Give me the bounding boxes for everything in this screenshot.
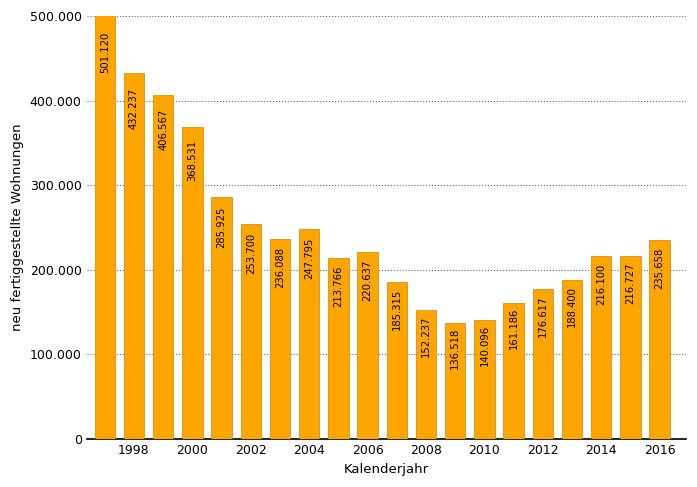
Bar — [562, 280, 582, 439]
Text: 236.088: 236.088 — [275, 247, 285, 288]
Bar — [474, 320, 495, 439]
X-axis label: Kalenderjahr: Kalenderjahr — [344, 463, 429, 476]
Bar — [415, 310, 436, 439]
Bar — [182, 127, 203, 439]
Bar — [503, 302, 524, 439]
Text: 501.120: 501.120 — [100, 32, 109, 74]
Bar — [299, 229, 319, 439]
Text: 136.518: 136.518 — [450, 328, 460, 369]
Bar — [650, 240, 670, 439]
Text: 140.096: 140.096 — [480, 325, 489, 366]
Text: 406.567: 406.567 — [158, 109, 168, 150]
Text: 185.315: 185.315 — [392, 288, 401, 330]
Text: 220.637: 220.637 — [362, 260, 373, 301]
Bar — [153, 95, 174, 439]
Text: 235.658: 235.658 — [654, 247, 665, 289]
Text: 216.727: 216.727 — [625, 263, 636, 304]
Bar — [387, 282, 407, 439]
Bar — [211, 197, 232, 439]
Text: 247.795: 247.795 — [304, 238, 314, 279]
Bar — [620, 256, 641, 439]
Bar — [124, 74, 144, 439]
Text: 285.925: 285.925 — [217, 207, 227, 248]
Text: 188.400: 188.400 — [567, 286, 577, 327]
Bar — [358, 252, 378, 439]
Bar — [95, 15, 115, 439]
Text: 152.237: 152.237 — [421, 315, 431, 356]
Bar — [270, 239, 290, 439]
Bar — [328, 258, 348, 439]
Text: 213.766: 213.766 — [333, 265, 344, 307]
Bar — [591, 256, 611, 439]
Text: 216.100: 216.100 — [596, 263, 606, 305]
Text: 161.186: 161.186 — [509, 308, 519, 349]
Bar — [445, 323, 466, 439]
Y-axis label: neu fertiggestellte Wohnungen: neu fertiggestellte Wohnungen — [11, 124, 24, 331]
Text: 253.700: 253.700 — [246, 233, 256, 274]
Bar — [240, 225, 261, 439]
Bar — [533, 289, 553, 439]
Text: 432.237: 432.237 — [129, 88, 139, 129]
Text: 368.531: 368.531 — [187, 140, 197, 181]
Text: 176.617: 176.617 — [538, 296, 548, 337]
